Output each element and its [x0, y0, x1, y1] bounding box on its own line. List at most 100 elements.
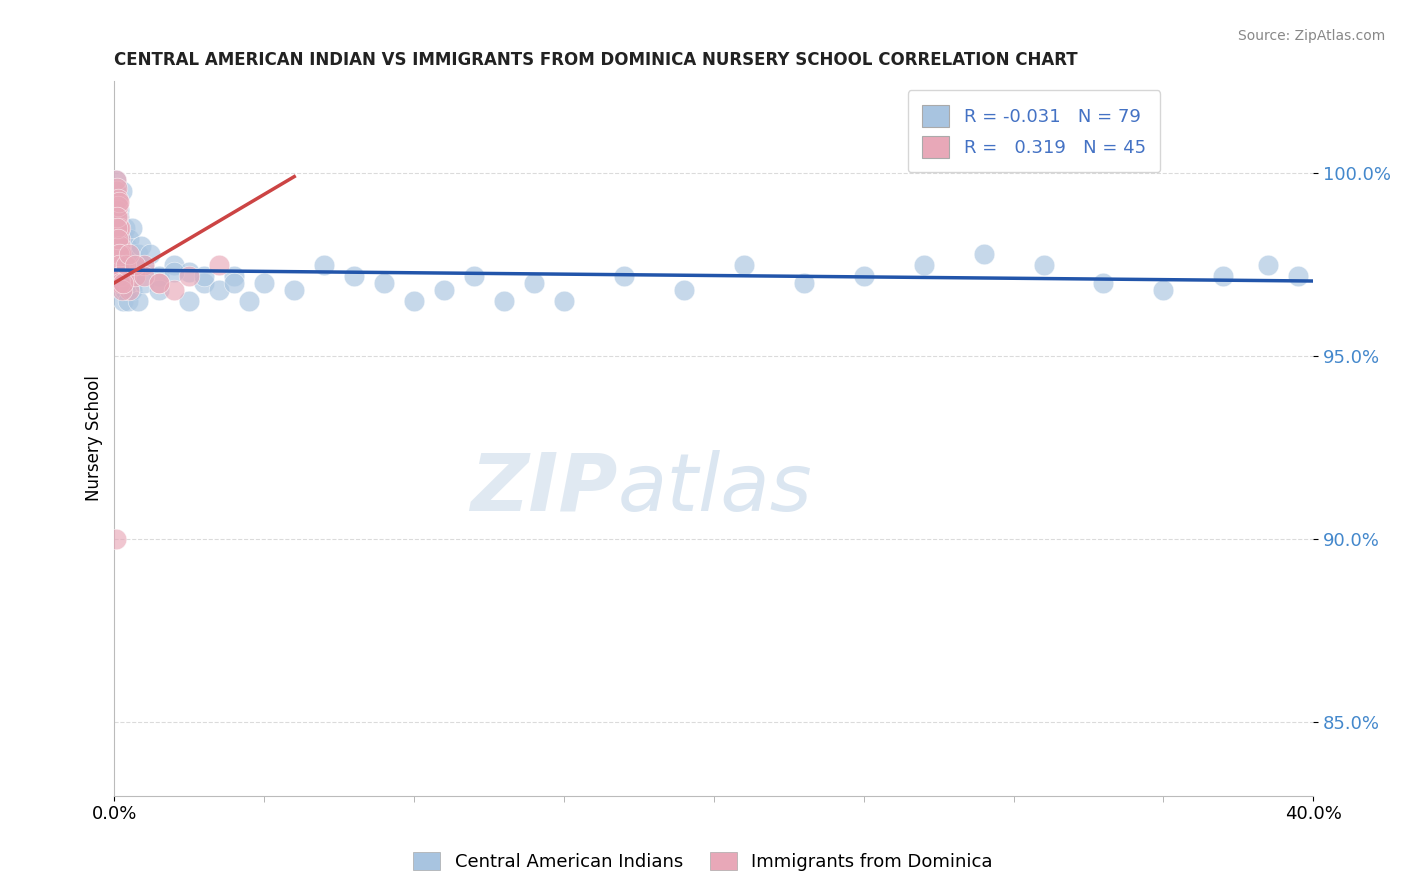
Point — [523, 276, 546, 290]
Point — [112, 268, 135, 283]
Point — [105, 195, 128, 210]
Point — [107, 210, 129, 224]
Point — [118, 232, 141, 246]
Point — [107, 258, 129, 272]
Point — [912, 258, 935, 272]
Point — [111, 184, 134, 198]
Legend: R = -0.031   N = 79, R =   0.319   N = 45: R = -0.031 N = 79, R = 0.319 N = 45 — [908, 90, 1160, 172]
Point — [179, 268, 201, 283]
Point — [107, 268, 129, 283]
Point — [179, 294, 201, 309]
Point — [118, 268, 141, 283]
Point — [107, 180, 129, 194]
Point — [112, 246, 135, 260]
Point — [1212, 268, 1234, 283]
Point — [224, 268, 246, 283]
Legend: Central American Indians, Immigrants from Dominica: Central American Indians, Immigrants fro… — [406, 845, 1000, 879]
Point — [105, 173, 128, 187]
Point — [107, 199, 129, 213]
Point — [283, 283, 305, 297]
Point — [114, 258, 136, 272]
Point — [114, 283, 136, 297]
Point — [110, 276, 132, 290]
Point — [107, 195, 129, 210]
Point — [553, 294, 575, 309]
Point — [108, 239, 131, 253]
Point — [238, 294, 260, 309]
Point — [492, 294, 515, 309]
Point — [107, 232, 129, 246]
Point — [134, 258, 156, 272]
Point — [108, 268, 131, 283]
Point — [104, 184, 127, 198]
Point — [134, 268, 156, 283]
Point — [108, 258, 131, 272]
Point — [120, 246, 142, 260]
Point — [112, 276, 135, 290]
Point — [108, 220, 131, 235]
Point — [111, 283, 134, 297]
Point — [193, 268, 215, 283]
Point — [107, 210, 129, 224]
Point — [148, 283, 170, 297]
Point — [105, 184, 128, 198]
Point — [111, 258, 134, 272]
Point — [105, 210, 128, 224]
Point — [110, 239, 132, 253]
Point — [973, 246, 995, 260]
Point — [107, 220, 129, 235]
Point — [121, 220, 143, 235]
Point — [108, 232, 131, 246]
Point — [127, 246, 149, 260]
Point — [117, 294, 139, 309]
Point — [208, 258, 231, 272]
Text: Source: ZipAtlas.com: Source: ZipAtlas.com — [1237, 29, 1385, 43]
Point — [111, 228, 134, 243]
Point — [107, 192, 129, 206]
Point — [124, 258, 146, 272]
Point — [852, 268, 875, 283]
Point — [193, 276, 215, 290]
Point — [104, 173, 127, 187]
Point — [115, 276, 138, 290]
Point — [111, 268, 134, 283]
Text: CENTRAL AMERICAN INDIAN VS IMMIGRANTS FROM DOMINICA NURSERY SCHOOL CORRELATION C: CENTRAL AMERICAN INDIAN VS IMMIGRANTS FR… — [114, 51, 1078, 69]
Point — [115, 268, 138, 283]
Point — [163, 283, 186, 297]
Point — [224, 276, 246, 290]
Point — [114, 220, 136, 235]
Point — [110, 239, 132, 253]
Point — [124, 268, 146, 283]
Point — [107, 202, 129, 217]
Point — [108, 220, 131, 235]
Point — [107, 220, 129, 235]
Point — [117, 258, 139, 272]
Point — [115, 258, 138, 272]
Point — [110, 246, 132, 260]
Point — [134, 258, 156, 272]
Point — [139, 246, 162, 260]
Point — [148, 276, 170, 290]
Point — [131, 239, 153, 253]
Point — [110, 258, 132, 272]
Point — [793, 276, 815, 290]
Point — [463, 268, 485, 283]
Point — [733, 258, 755, 272]
Point — [108, 258, 131, 272]
Point — [343, 268, 366, 283]
Point — [1152, 283, 1174, 297]
Point — [1286, 268, 1309, 283]
Point — [208, 283, 231, 297]
Point — [672, 283, 695, 297]
Point — [107, 202, 129, 217]
Point — [118, 246, 141, 260]
Point — [115, 239, 138, 253]
Point — [163, 258, 186, 272]
Point — [111, 294, 134, 309]
Y-axis label: Nursery School: Nursery School — [86, 376, 103, 501]
Point — [108, 220, 131, 235]
Point — [124, 268, 146, 283]
Point — [253, 276, 276, 290]
Point — [108, 220, 131, 235]
Point — [108, 210, 131, 224]
